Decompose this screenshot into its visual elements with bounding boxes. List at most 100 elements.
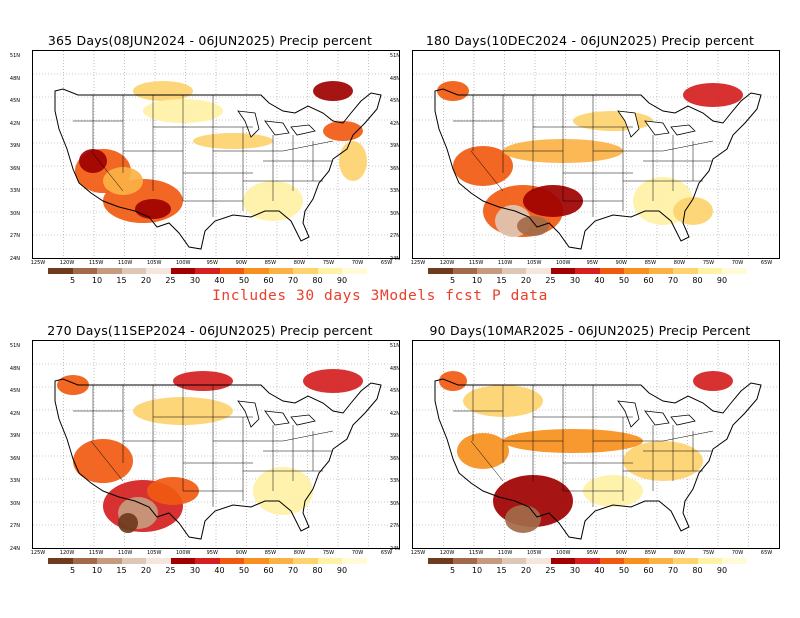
- precip-area: [313, 81, 353, 101]
- legend-tick: 20: [140, 566, 152, 575]
- legend-tick: 70: [287, 566, 299, 575]
- legend-tick: 5: [449, 276, 456, 285]
- panel-title: 90 Days(10MAR2025 - 06JUN2025) Precip Pe…: [429, 323, 751, 338]
- legend-swatch: [697, 268, 722, 274]
- lat-label: 39N: [9, 433, 20, 439]
- legend-swatch: [722, 558, 747, 564]
- lon-label: 120W: [59, 260, 75, 266]
- lon-label: 65W: [380, 260, 393, 266]
- precip-map: [32, 50, 400, 259]
- legend-tick: 15: [116, 276, 127, 285]
- legend-swatch: [722, 268, 747, 274]
- lat-label: 51N: [9, 53, 20, 59]
- legend-tick: 25: [165, 276, 176, 285]
- lat-label: 45N: [389, 98, 400, 104]
- legend-swatch: [195, 558, 220, 564]
- legend-swatch: [575, 558, 600, 564]
- legend-tick: 60: [643, 566, 654, 575]
- lon-label: 75W: [322, 260, 335, 266]
- legend-swatch: [48, 558, 73, 564]
- legend-tick: 30: [569, 276, 581, 285]
- lon-label: 120W: [439, 550, 455, 556]
- lat-label: 42N: [389, 120, 400, 127]
- legend-swatch: [550, 558, 575, 564]
- lon-label: 125W: [410, 550, 426, 556]
- us-map-svg: [33, 341, 399, 548]
- legend-swatch: [97, 558, 122, 564]
- precip-area: [437, 81, 469, 101]
- legend-swatch: [342, 268, 367, 274]
- lat-label: 30N: [9, 500, 20, 507]
- lon-label: 90W: [615, 260, 627, 266]
- panel-title: 270 Days(11SEP2024 - 06JUN2025) Precip p…: [47, 323, 373, 338]
- lat-label: 33N: [9, 478, 20, 484]
- lon-label: 110W: [497, 550, 513, 556]
- legend-tick: 5: [69, 276, 76, 285]
- us-map-svg: [33, 51, 399, 258]
- lon-label: 125W: [410, 260, 426, 266]
- precip-area: [573, 111, 653, 131]
- legend-swatch: [219, 268, 244, 274]
- lon-label: 105W: [146, 550, 162, 556]
- lon-label: 115W: [468, 260, 484, 266]
- legend-swatch: [219, 558, 244, 564]
- legend-swatch: [268, 268, 293, 274]
- lon-label: 85W: [264, 260, 277, 266]
- lon-label: 95W: [206, 260, 218, 266]
- lat-label: 45N: [9, 98, 20, 104]
- lon-label: 105W: [526, 260, 542, 266]
- legend-swatch: [526, 558, 551, 564]
- precip-map: [412, 50, 780, 259]
- color-legend: 5 10 15 20 25 30 40 50 60 70 80 90: [428, 558, 748, 578]
- lon-label: 105W: [526, 550, 542, 556]
- lat-label: 33N: [389, 188, 400, 194]
- legend-tick: 25: [545, 566, 556, 575]
- legend-tick: 30: [189, 566, 201, 575]
- precip-area: [303, 369, 363, 393]
- precip-area: [339, 141, 367, 181]
- lat-label: 24N: [389, 545, 400, 552]
- precip-area: [505, 505, 541, 533]
- legend-tick: 5: [449, 566, 456, 575]
- precip-area: [693, 371, 733, 391]
- lat-label: 27N: [9, 233, 20, 239]
- lat-label: 24N: [9, 255, 20, 262]
- lon-label: 100W: [555, 550, 571, 556]
- legend-tick: 90: [336, 566, 348, 575]
- lat-label: 45N: [9, 388, 20, 394]
- legend-tick: 20: [520, 566, 532, 575]
- legend-tick: 20: [140, 276, 152, 285]
- legend-swatch: [428, 558, 453, 564]
- lon-label: 100W: [175, 260, 191, 266]
- lat-label: 36N: [389, 455, 400, 462]
- legend-swatch: [648, 268, 673, 274]
- legend-swatch: [575, 268, 600, 274]
- precip-area: [253, 467, 313, 515]
- legend-tick: 50: [618, 276, 630, 285]
- lon-label: 70W: [351, 260, 364, 266]
- precip-area: [517, 216, 549, 236]
- lon-label: 90W: [615, 550, 627, 556]
- lon-label: 65W: [760, 260, 773, 266]
- lat-label: 30N: [389, 210, 400, 217]
- panel-365-days: 365 Days(08JUN2024 - 06JUN2025) Precip p…: [10, 33, 400, 285]
- lon-label: 110W: [497, 260, 513, 266]
- legend-swatch: [293, 558, 318, 564]
- legend-tick: 40: [594, 566, 605, 575]
- lat-label: 39N: [389, 143, 400, 149]
- precip-area: [523, 185, 583, 217]
- legend-swatch: [452, 558, 477, 564]
- legend-tick: 50: [618, 566, 630, 575]
- legend-swatch: [673, 268, 698, 274]
- lon-label: 80W: [673, 550, 686, 556]
- legend-tick: 80: [692, 276, 703, 285]
- lon-label: 65W: [760, 550, 773, 556]
- lat-label: 30N: [9, 210, 20, 217]
- legend-swatch: [121, 268, 146, 274]
- lon-label: 105W: [146, 260, 162, 266]
- lon-label: 95W: [206, 550, 218, 556]
- lon-label: 85W: [264, 550, 277, 556]
- lon-label: 125W: [30, 550, 46, 556]
- legend-swatch: [72, 558, 97, 564]
- legend-swatch: [550, 268, 575, 274]
